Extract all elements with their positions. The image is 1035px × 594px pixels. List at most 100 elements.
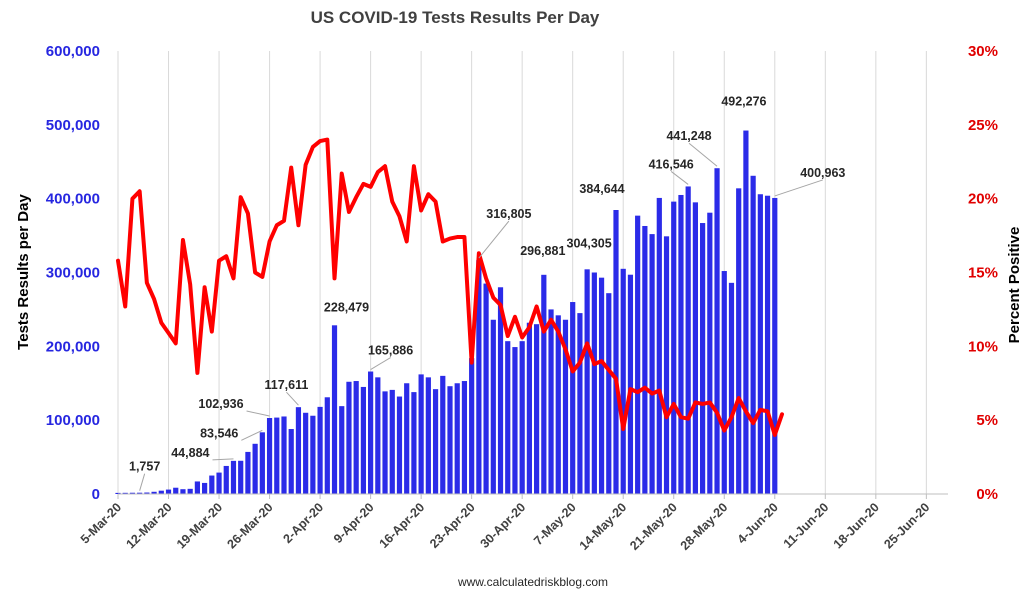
bar <box>548 309 554 494</box>
left-tick-label: 300,000 <box>46 265 100 282</box>
bar <box>245 451 251 494</box>
bar <box>656 197 662 494</box>
bar <box>577 313 583 494</box>
data-label: 228,479 <box>324 300 369 314</box>
bar <box>346 381 352 494</box>
bar <box>339 406 345 494</box>
annotation-leader <box>212 458 234 461</box>
bar <box>173 487 179 494</box>
source-credit: www.calculatedriskblog.com <box>457 575 608 589</box>
bar <box>497 287 504 494</box>
bar <box>635 215 641 495</box>
bar <box>750 175 756 495</box>
bar <box>757 194 763 494</box>
bar <box>707 212 713 494</box>
bar <box>317 406 323 494</box>
data-annotations: 1,757 44,884 83,546 102,936 117,611 228,479 16… <box>129 95 845 491</box>
bar <box>469 358 475 494</box>
bar <box>281 416 287 494</box>
bar <box>259 432 265 494</box>
data-label: 304,305 <box>567 236 612 250</box>
bar <box>129 492 136 494</box>
bar <box>598 277 605 494</box>
bar <box>418 374 424 494</box>
bar <box>151 491 157 494</box>
bar <box>122 492 128 494</box>
bar <box>230 460 237 494</box>
bar <box>454 383 460 494</box>
bar <box>505 341 511 494</box>
bar <box>663 236 670 495</box>
bar <box>476 260 482 494</box>
left-tick-label: 500,000 <box>46 117 100 134</box>
bar <box>368 371 374 494</box>
data-label: 492,276 <box>721 95 766 109</box>
annotation-leader <box>688 142 718 167</box>
annotation-leader <box>478 220 510 259</box>
bar <box>728 282 735 494</box>
chart-title: US COVID-19 Tests Results Per Day <box>311 8 600 27</box>
bar <box>353 381 359 494</box>
annotation-leader <box>246 410 270 417</box>
data-label: 416,546 <box>649 157 694 171</box>
bar <box>555 315 561 494</box>
bar <box>606 293 612 494</box>
bar <box>620 268 626 494</box>
bar <box>736 188 742 494</box>
bar <box>512 347 518 494</box>
bar <box>165 489 172 494</box>
bar <box>541 274 547 494</box>
bar <box>425 377 431 494</box>
right-tick-label: 25% <box>968 117 998 134</box>
bar <box>613 210 619 494</box>
data-label: 296,881 <box>520 244 565 258</box>
annotation-leader <box>670 171 689 185</box>
bar <box>562 319 569 494</box>
annotation-leader <box>241 429 263 441</box>
data-label: 165,886 <box>368 344 413 358</box>
bar <box>692 202 698 494</box>
left-tick-label: 100,000 <box>46 412 100 429</box>
bar <box>764 195 771 495</box>
data-label: 400,963 <box>800 166 845 180</box>
bar <box>440 375 446 494</box>
bar <box>519 341 525 494</box>
bar <box>685 186 691 495</box>
annotation-leader <box>370 357 391 370</box>
right-tick-label: 0% <box>976 486 998 503</box>
annotation-leader <box>286 391 299 406</box>
bar <box>642 225 648 495</box>
bar <box>534 324 540 494</box>
bar <box>584 269 590 494</box>
bar <box>396 396 403 494</box>
bar <box>360 386 366 494</box>
data-label: 117,611 <box>265 378 309 392</box>
bar <box>324 397 330 494</box>
data-label: 316,805 <box>486 207 531 221</box>
bar <box>649 234 655 494</box>
left-tick-label: 200,000 <box>46 338 100 355</box>
data-label: 441,248 <box>666 129 711 143</box>
bar <box>238 460 244 494</box>
bar <box>223 465 229 494</box>
bar <box>202 482 208 494</box>
bar <box>137 492 143 494</box>
bar <box>288 429 294 494</box>
annotation-leader <box>139 473 146 491</box>
bar <box>187 488 193 494</box>
bar <box>483 283 489 494</box>
bar <box>252 443 258 494</box>
bar <box>627 274 634 494</box>
bar <box>274 417 280 494</box>
bar <box>266 417 273 494</box>
line-series <box>116 137 784 437</box>
bar <box>194 481 200 494</box>
right-tick-label: 5% <box>976 412 998 429</box>
bar <box>180 489 186 494</box>
bar <box>389 389 395 494</box>
bar <box>721 271 727 494</box>
bar <box>591 272 597 494</box>
data-label: 83,546 <box>200 426 238 440</box>
